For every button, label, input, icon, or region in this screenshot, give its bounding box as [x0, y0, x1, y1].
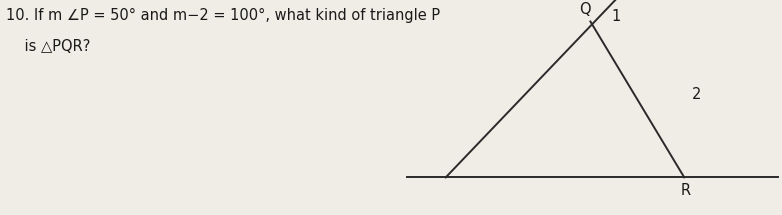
Text: Q: Q	[579, 2, 590, 17]
Text: R: R	[681, 183, 691, 198]
Text: is △PQR?: is △PQR?	[6, 39, 91, 54]
Text: 1: 1	[612, 9, 621, 24]
Text: 2: 2	[692, 87, 701, 102]
Text: 10. If m ∠P = 50° and m−2 = 100°, what kind of triangle P: 10. If m ∠P = 50° and m−2 = 100°, what k…	[6, 8, 440, 23]
